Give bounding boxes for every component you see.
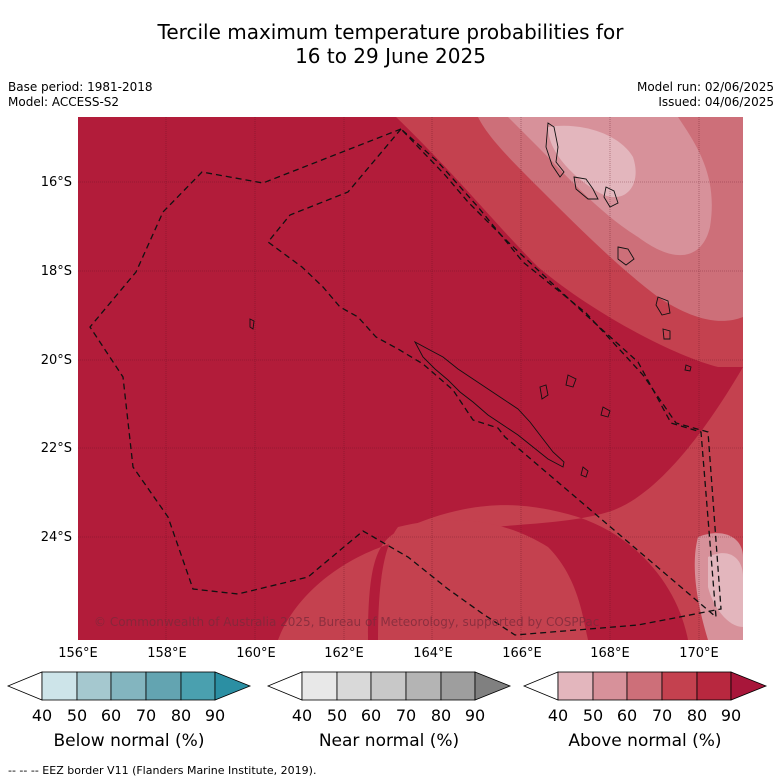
cbar-below-tick: 90 — [204, 706, 226, 725]
cbar-below-ext-high — [214, 671, 252, 701]
cbar-above-tick: 50 — [582, 706, 604, 725]
lon-label: 162°E — [324, 646, 364, 661]
cbar-near-seg — [370, 671, 407, 701]
lat-label: 16°S — [40, 175, 72, 190]
coastlines — [249, 122, 692, 478]
lon-label: 170°E — [679, 646, 719, 661]
island-small-1 — [662, 328, 671, 340]
copyright-notice: © Commonwealth of Australia 2025, Bureau… — [94, 615, 600, 629]
cbar-below-tick: 50 — [66, 706, 88, 725]
cbar-below-seg — [41, 671, 78, 701]
prob-above-50-ne — [548, 125, 636, 198]
cbar-near-tick: 70 — [395, 706, 417, 725]
cbar-near-seg — [440, 671, 476, 701]
cbar-above-seg — [626, 671, 663, 701]
colorbar-below — [6, 671, 252, 701]
cbar-above-tick: 80 — [686, 706, 708, 725]
cbar-below-seg — [180, 671, 216, 701]
cbar-near-ext-high — [474, 671, 512, 701]
cbar-near-tick: 40 — [291, 706, 313, 725]
lon-label: 168°E — [590, 646, 630, 661]
cbar-near-tick: 60 — [360, 706, 382, 725]
cbar-above-tick: 60 — [616, 706, 638, 725]
meta-right: Model run: 02/06/2025 Issued: 04/06/2025 — [637, 80, 774, 110]
cbar-near-label: Near normal (%) — [318, 731, 460, 751]
lat-label: 22°S — [40, 441, 72, 456]
lon-label: 166°E — [502, 646, 542, 661]
cbar-near-seg — [301, 671, 338, 701]
lon-label: 160°E — [236, 646, 276, 661]
issued-date: Issued: 04/06/2025 — [658, 95, 774, 109]
cbar-above-seg — [661, 671, 698, 701]
map-title: Tercile maximum temperature probabilitie… — [0, 20, 781, 68]
map-panel — [78, 117, 743, 640]
colorbars-svg — [6, 671, 768, 701]
cbar-below-ext-low — [6, 671, 43, 701]
cbar-above-ext-low — [522, 671, 559, 701]
graticule — [78, 117, 743, 640]
cbar-near-tick: 50 — [326, 706, 348, 725]
eez-legend-note: -- -- -- EEZ border V11 (Flanders Marine… — [8, 764, 317, 777]
cbar-below-tick: 60 — [100, 706, 122, 725]
matthew-island — [580, 466, 589, 478]
cbar-above-seg — [557, 671, 594, 701]
vanuatu-mid — [573, 176, 599, 200]
cbar-below-label: Below normal (%) — [53, 731, 205, 751]
cbar-below-seg — [110, 671, 147, 701]
cbar-above-tick: 40 — [547, 706, 569, 725]
lat-label: 18°S — [40, 264, 72, 279]
prob-above-80-south — [378, 519, 588, 640]
eez-border-main — [89, 128, 722, 636]
cbar-above-seg — [592, 671, 628, 701]
title-line-2: 16 to 29 June 2025 — [295, 44, 486, 68]
new-caledonia — [413, 340, 565, 468]
cbar-above-tick: 70 — [651, 706, 673, 725]
map-svg — [78, 117, 743, 640]
model-name: Model: ACCESS-S2 — [8, 95, 120, 109]
title-line-1: Tercile maximum temperature probabilitie… — [157, 20, 624, 44]
lon-label: 158°E — [147, 646, 187, 661]
cbar-near-tick: 90 — [464, 706, 486, 725]
colorbar-near — [266, 671, 512, 701]
vanuatu-efate — [603, 186, 619, 208]
lon-label: 164°E — [413, 646, 453, 661]
model-run: Model run: 02/06/2025 — [636, 80, 774, 94]
cbar-below-tick: 80 — [170, 706, 192, 725]
cbar-below-tick: 70 — [135, 706, 157, 725]
colorbar-above — [522, 671, 768, 701]
island-small-2 — [684, 364, 692, 372]
cbar-above-ext-high — [730, 671, 768, 701]
cbar-below-seg — [145, 671, 182, 701]
cbar-near-ext-low — [266, 671, 303, 701]
lon-label: 156°E — [58, 646, 98, 661]
tanna — [655, 296, 671, 316]
vanuatu-south — [617, 246, 635, 266]
cbar-near-seg — [405, 671, 442, 701]
loyalty-lifou — [565, 374, 577, 388]
lat-label: 20°S — [40, 353, 72, 368]
lat-label: 24°S — [40, 530, 72, 545]
cbar-above-tick: 90 — [720, 706, 742, 725]
prob-above-50-se — [708, 553, 743, 627]
cbar-below-tick: 40 — [31, 706, 53, 725]
base-period: Base period: 1981-2018 — [8, 80, 153, 94]
cbar-near-seg — [336, 671, 372, 701]
meta-left: Base period: 1981-2018 Model: ACCESS-S2 — [8, 80, 153, 110]
loyalty-mare — [600, 406, 611, 418]
cbar-above-seg — [696, 671, 732, 701]
loyalty-ouvea — [539, 384, 549, 400]
cbar-above-label: Above normal (%) — [568, 731, 722, 751]
chesterfield — [249, 318, 255, 330]
cbar-below-seg — [76, 671, 112, 701]
vanuatu-north — [545, 122, 565, 178]
cbar-near-tick: 80 — [430, 706, 452, 725]
